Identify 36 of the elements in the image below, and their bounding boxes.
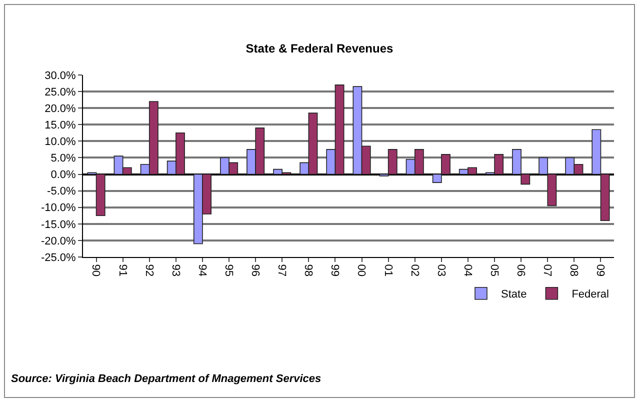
x-tick-label: 99 [328, 264, 341, 276]
source-note: Source: Virginia Beach Department of Mnagement Services [11, 373, 322, 385]
x-tick-label: 04 [461, 264, 474, 276]
x-tick-label: 93 [169, 264, 182, 276]
x-tick-label: 96 [249, 264, 262, 276]
x-tick-label: 95 [222, 264, 234, 276]
x-tick-label: 01 [382, 264, 394, 276]
legend-label: Federal [572, 288, 609, 301]
legend-label: State [501, 288, 527, 301]
y-tick-label: 20.0% [44, 102, 76, 115]
x-tick-label: 00 [355, 264, 368, 276]
y-tick-label: -5.0% [47, 186, 76, 198]
y-tick-label: 25.0% [44, 86, 76, 98]
y-tick-label: 5.0% [50, 152, 76, 165]
x-tick-label: 07 [541, 264, 554, 276]
y-tick-label: 30.0% [44, 70, 76, 82]
y-tick-label: -10.0% [40, 202, 76, 214]
x-tick-label: 94 [196, 264, 208, 276]
x-tick-label: 02 [408, 264, 420, 276]
y-tick-label: 10.0% [44, 136, 76, 148]
y-tick-label: -15.0% [40, 218, 76, 231]
x-tick-label: 06 [514, 264, 527, 276]
x-tick-label: 05 [488, 264, 500, 276]
x-tick-label: 03 [434, 264, 447, 276]
chart-title: State & Federal Revenues [246, 42, 394, 56]
x-tick-label: 91 [116, 264, 128, 276]
x-tick-label: 92 [142, 264, 155, 276]
x-tick-label: 97 [276, 264, 288, 276]
x-tick-label: 98 [302, 264, 314, 276]
y-tick-label: 0.0% [50, 169, 76, 182]
y-tick-label: -20.0% [40, 235, 76, 248]
x-tick-label: 90 [90, 264, 102, 276]
x-tick-label: 08 [568, 264, 580, 276]
x-tick-label: 09 [594, 264, 606, 276]
y-tick-label: -25.0% [40, 252, 76, 264]
y-tick-label: 15.0% [44, 119, 76, 132]
